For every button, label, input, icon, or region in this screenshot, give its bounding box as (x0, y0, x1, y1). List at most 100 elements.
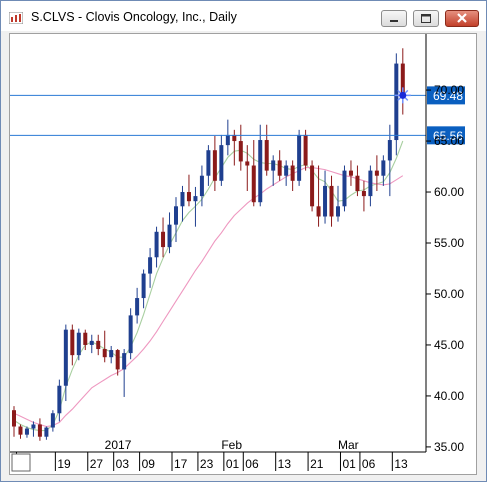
candle-body (96, 340, 101, 350)
candle[interactable] (148, 248, 153, 288)
app-chart-icon (9, 12, 23, 24)
candle-body (83, 332, 88, 345)
candle[interactable] (122, 349, 127, 397)
candle[interactable] (31, 421, 36, 437)
restore-button[interactable] (413, 10, 439, 27)
candle[interactable] (355, 165, 360, 197)
candle[interactable] (271, 155, 276, 186)
candle[interactable] (212, 135, 217, 192)
candle[interactable] (297, 129, 302, 186)
candle[interactable] (167, 212, 172, 254)
candle-body (316, 206, 321, 217)
period-label: 2017 (105, 438, 132, 452)
y-tick-label: 70.00 (434, 83, 464, 97)
candle[interactable] (37, 418, 42, 441)
candle[interactable] (193, 186, 198, 227)
candle[interactable] (180, 185, 185, 222)
candle[interactable] (128, 308, 133, 360)
candle[interactable] (361, 180, 366, 212)
x-tick-label: 01 (226, 457, 240, 471)
candle-body (336, 206, 340, 217)
close-button[interactable] (445, 10, 479, 27)
candle[interactable] (141, 269, 146, 309)
candle[interactable] (348, 160, 353, 186)
price-line-label-box (427, 126, 465, 145)
candle[interactable] (258, 124, 263, 207)
candle[interactable] (368, 165, 373, 207)
candle[interactable] (24, 426, 29, 438)
x-tick-label: 23 (200, 457, 214, 471)
candle-body (31, 424, 36, 429)
candle[interactable] (303, 129, 308, 171)
candle[interactable] (18, 424, 23, 439)
candle[interactable] (277, 150, 282, 181)
candle[interactable] (44, 426, 49, 440)
candle-body (329, 185, 334, 217)
candle[interactable] (57, 379, 62, 422)
candle-body (141, 273, 146, 299)
x-tick-label: 27 (90, 457, 104, 471)
candle[interactable] (70, 324, 75, 366)
candle[interactable] (76, 328, 81, 361)
candle[interactable] (381, 155, 386, 186)
price-marker-icon[interactable] (394, 87, 411, 104)
title-bar[interactable]: S.CLVS - Clovis Oncology, Inc., Daily (1, 1, 486, 31)
candle[interactable] (251, 140, 256, 207)
candle-body (128, 315, 133, 354)
candle-body (148, 257, 153, 274)
candle[interactable] (323, 170, 328, 224)
candle[interactable] (83, 329, 88, 351)
candle[interactable] (154, 226, 159, 268)
candle[interactable] (329, 175, 334, 227)
candle-body (50, 413, 55, 428)
close-icon (457, 13, 467, 23)
candle[interactable] (290, 160, 295, 192)
candle[interactable] (161, 217, 166, 258)
period-label: Feb (221, 438, 242, 452)
candle[interactable] (310, 160, 315, 212)
candle[interactable] (264, 124, 269, 176)
candle[interactable] (135, 287, 140, 324)
candle[interactable] (186, 174, 191, 207)
candle-body (180, 192, 185, 207)
candle[interactable] (102, 330, 107, 363)
chart-frame: 69.48 65.56 35.00 40.00 45.00 50.00 55.00 60.0… (9, 33, 477, 475)
minimize-button[interactable] (381, 10, 407, 27)
candle[interactable] (387, 124, 392, 197)
price-chart[interactable]: 69.48 65.56 35.00 40.00 45.00 50.00 55.00 60.0… (10, 34, 476, 474)
candle-body (394, 63, 399, 141)
x-tick-label: 17 (174, 457, 188, 471)
axis-corner-box[interactable] (11, 453, 31, 472)
candle[interactable] (206, 145, 211, 186)
candle[interactable] (394, 53, 399, 156)
candle[interactable] (374, 155, 379, 192)
candle-body (258, 140, 263, 203)
candle[interactable] (225, 119, 230, 156)
candle[interactable] (109, 345, 114, 364)
candle[interactable] (245, 145, 250, 192)
candle[interactable] (96, 334, 101, 356)
y-tick-label: 35.00 (434, 440, 464, 454)
plot-area (10, 34, 426, 452)
candle[interactable] (63, 324, 68, 402)
candle[interactable] (342, 165, 347, 212)
candle[interactable] (89, 334, 94, 354)
candle[interactable] (50, 410, 55, 432)
candle[interactable] (400, 48, 405, 115)
candle[interactable] (12, 406, 16, 437)
candle[interactable] (284, 160, 289, 186)
candle[interactable] (199, 165, 204, 207)
x-tick-label: 13 (278, 457, 292, 471)
candle-body (238, 141, 243, 162)
candle-body (381, 160, 386, 176)
candle-body (154, 231, 159, 258)
candle[interactable] (115, 349, 120, 376)
candle[interactable] (219, 134, 224, 186)
candle[interactable] (174, 197, 178, 242)
candle-body (323, 185, 328, 217)
candle[interactable] (336, 185, 340, 222)
candle[interactable] (238, 124, 243, 171)
candle-body (297, 134, 302, 181)
candle[interactable] (316, 165, 321, 227)
